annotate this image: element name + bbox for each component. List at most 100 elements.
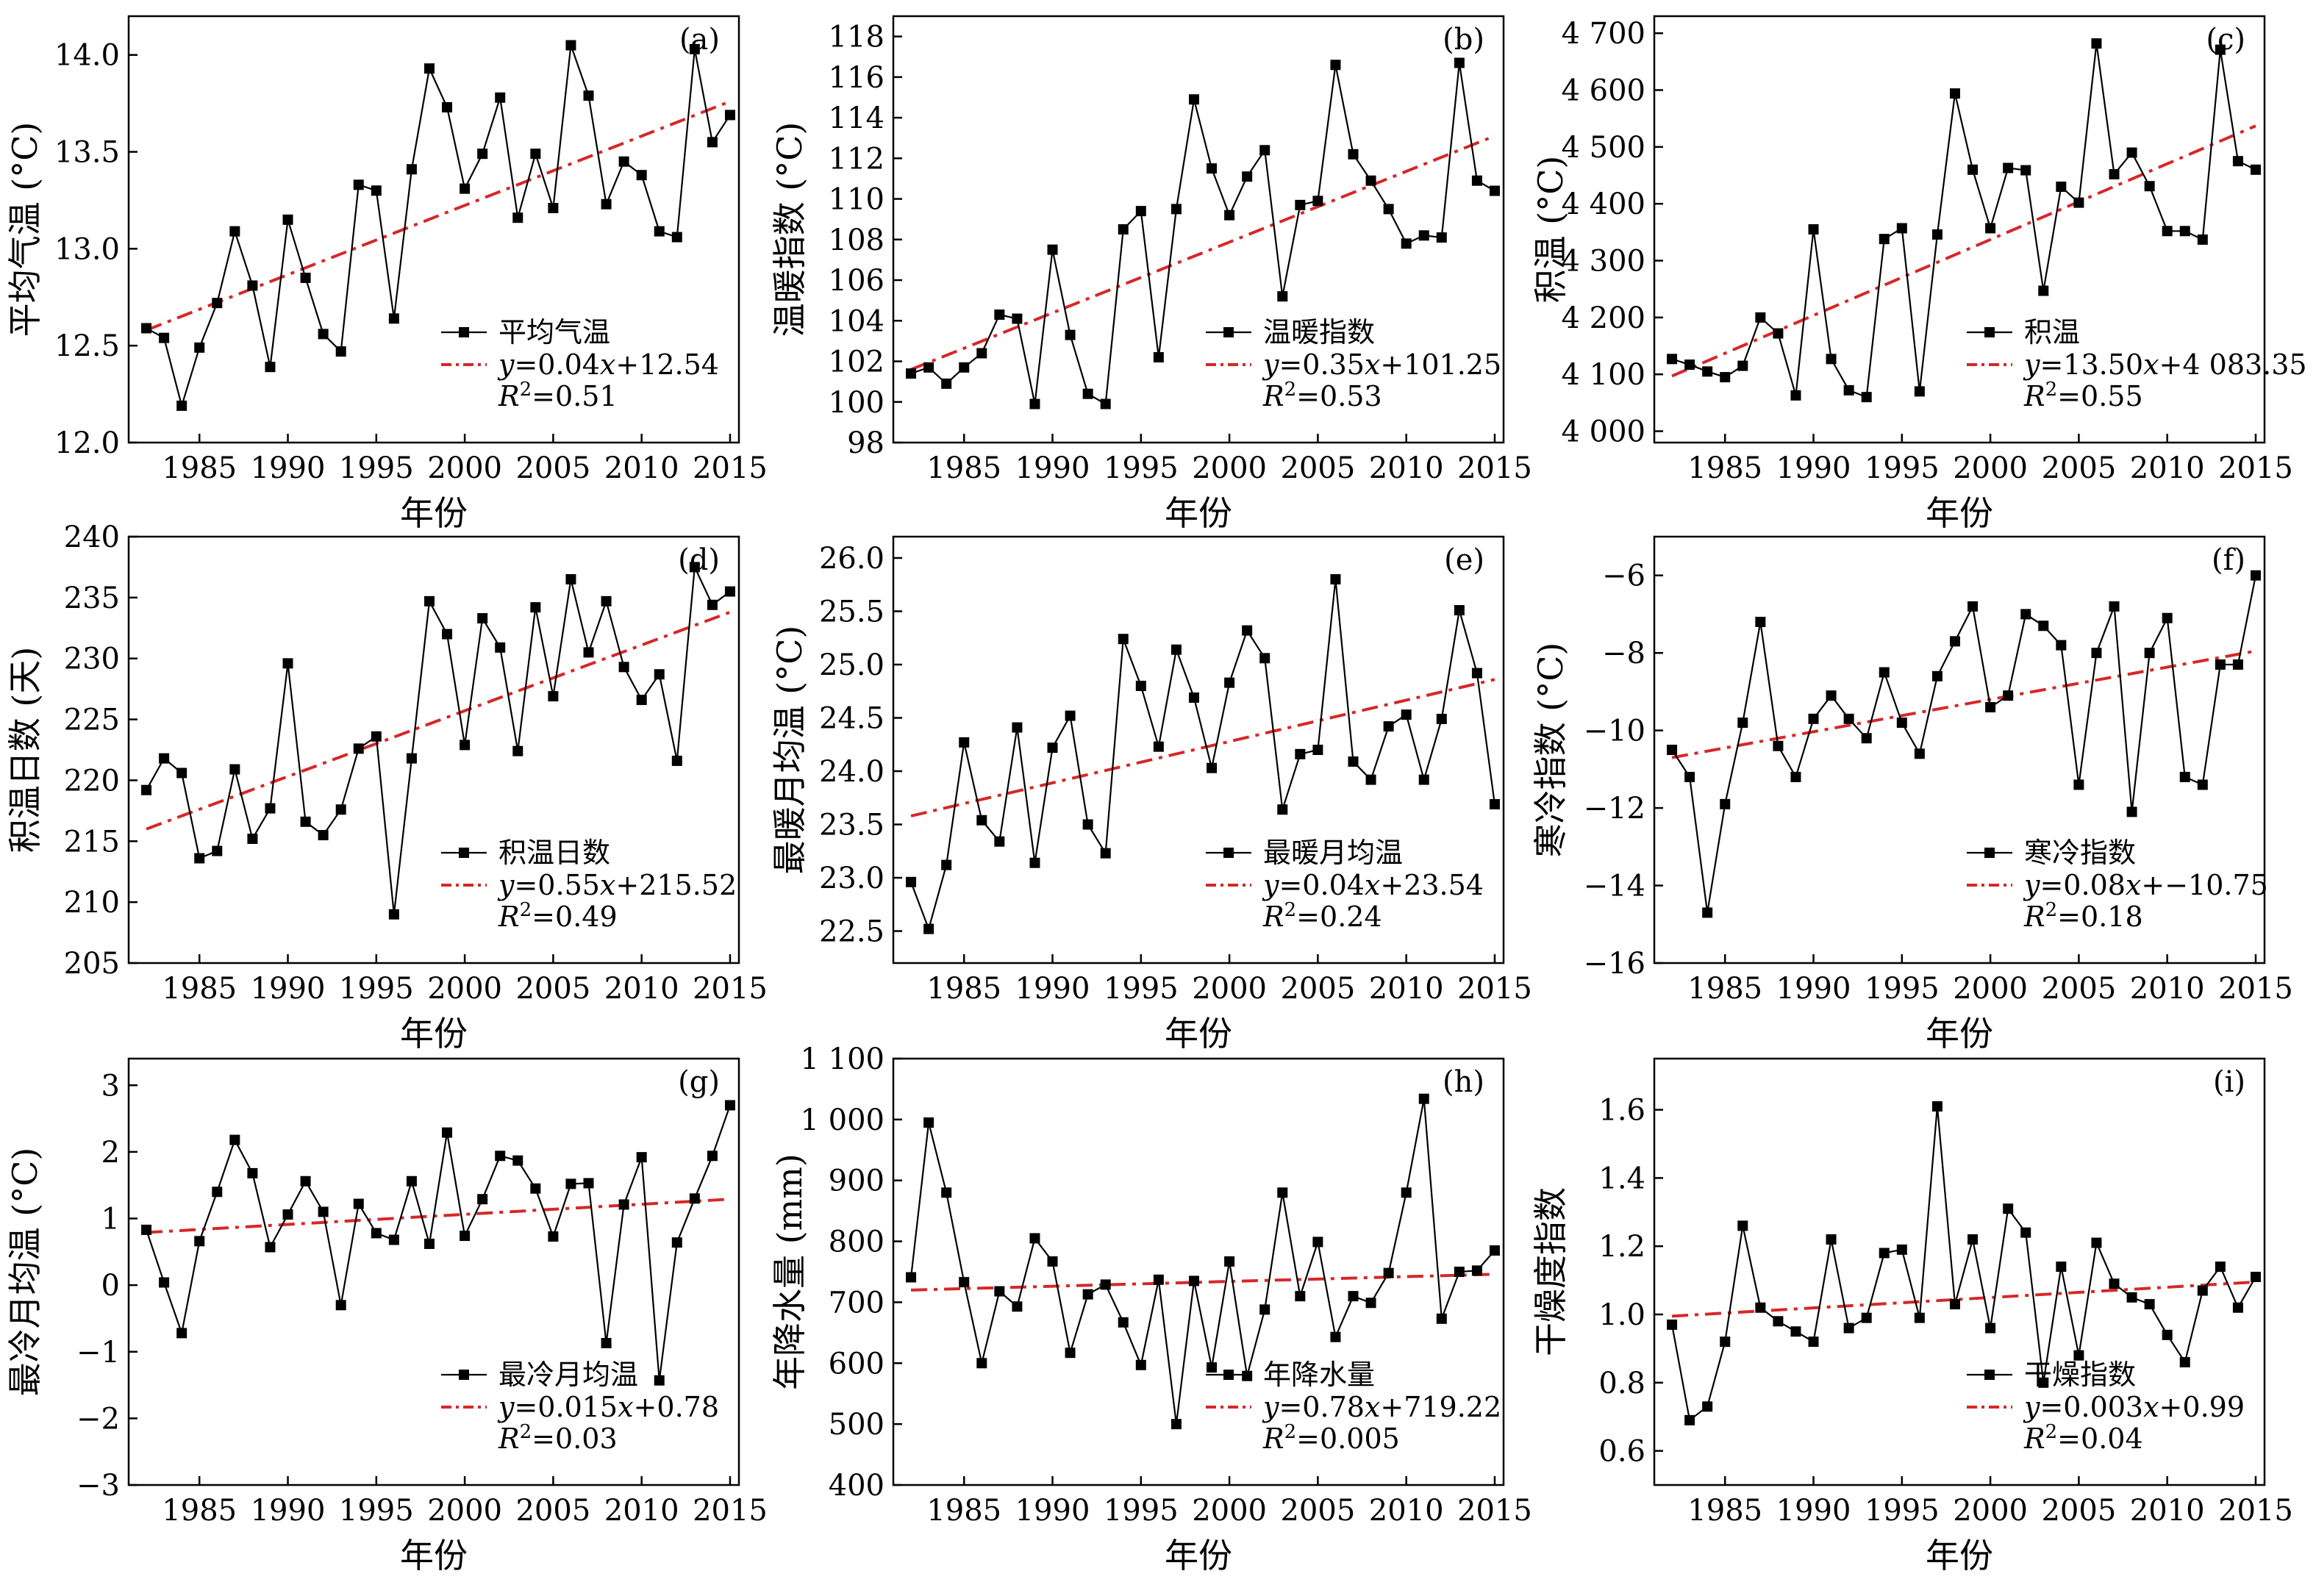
data-point xyxy=(1401,709,1412,720)
data-point xyxy=(2232,659,2243,670)
data-point xyxy=(212,1187,223,1198)
data-point xyxy=(388,1234,399,1245)
data-point xyxy=(477,148,488,160)
data-point xyxy=(318,1206,329,1217)
x-tick-label: 2005 xyxy=(515,1494,590,1528)
data-point xyxy=(1188,94,1199,105)
data-point xyxy=(460,1231,471,1242)
data-point xyxy=(1702,1401,1713,1412)
y-tick-label: 13.0 xyxy=(54,232,120,266)
data-point xyxy=(1330,1331,1341,1342)
data-point xyxy=(2091,1237,2102,1248)
r2-symbol: R xyxy=(1262,1423,1284,1455)
data-point xyxy=(141,323,152,334)
panel-label: (g) xyxy=(678,1065,720,1099)
equation-part: x xyxy=(618,1391,633,1423)
y-tick-label: 110 xyxy=(829,183,884,217)
x-tick-label: 1985 xyxy=(162,451,237,485)
data-point xyxy=(1153,1274,1164,1285)
equation-part: +4 083.35 xyxy=(2159,348,2307,381)
data-point xyxy=(247,1167,258,1178)
y-tick-label: 4 200 xyxy=(1561,301,1645,335)
data-point xyxy=(212,298,223,309)
panel-g: 1985 1990 1995 2000 2005 2010 2015 年份 −3 −2 −1 0 1 2 3… xyxy=(5,1057,768,1575)
data-point xyxy=(906,876,917,887)
data-point xyxy=(1896,1244,1907,1255)
r2-superscript: 2 xyxy=(520,379,532,401)
data-point xyxy=(1755,617,1766,627)
data-point xyxy=(636,1152,647,1163)
data-point xyxy=(1489,185,1500,196)
data-point xyxy=(671,232,682,243)
data-point xyxy=(1914,748,1925,759)
data-point xyxy=(194,342,205,353)
y-tick-label: 500 xyxy=(829,1408,884,1442)
data-point xyxy=(1985,1323,1996,1334)
data-point xyxy=(1312,745,1323,755)
data-point xyxy=(442,629,453,640)
data-point xyxy=(2197,779,2208,790)
legend-trend-equation: y=0.35x+101.25 xyxy=(1262,348,1501,381)
data-point xyxy=(1879,667,1890,678)
equation-part: +12.54 xyxy=(615,348,719,381)
y-tick-label: 25.0 xyxy=(819,648,884,682)
panel-f: 1985 1990 1995 2000 2005 2010 2015 年份 −16 −14 −12 −… xyxy=(1531,535,2293,1053)
data-point xyxy=(1489,798,1500,809)
trend-line xyxy=(146,100,731,332)
data-point xyxy=(423,1238,435,1249)
trend-line xyxy=(910,678,1495,817)
data-point xyxy=(300,816,311,827)
data-point xyxy=(1755,312,1766,323)
data-point xyxy=(1170,1419,1182,1430)
x-axis-title: 年份 xyxy=(1165,1014,1232,1053)
data-point xyxy=(1135,1359,1146,1370)
data-point xyxy=(2144,181,2155,192)
legend-series-marker xyxy=(1223,848,1234,858)
equation-part: x xyxy=(2143,348,2159,381)
data-point xyxy=(2056,640,2067,651)
data-point xyxy=(265,1242,276,1253)
data-point xyxy=(2250,1271,2261,1282)
y-tick-label: 106 xyxy=(829,264,884,298)
data-point xyxy=(141,784,152,795)
data-point xyxy=(2020,165,2031,176)
data-point xyxy=(2179,226,2190,237)
x-tick-label: 1990 xyxy=(251,451,326,485)
legend-trend-equation: y=13.50x+4 083.35 xyxy=(2023,348,2307,381)
legend-r-squared: R2=0.24 xyxy=(1262,899,1382,933)
data-point xyxy=(1383,204,1394,215)
data-point xyxy=(1259,653,1270,664)
data-point xyxy=(2073,779,2084,790)
legend-trend-equation: y=0.55x+215.52 xyxy=(497,869,737,901)
y-tick-label: −6 xyxy=(1602,559,1645,593)
y-tick-label: 100 xyxy=(829,386,884,420)
data-point xyxy=(601,198,612,210)
x-tick-label: 1995 xyxy=(1865,972,1940,1006)
data-point xyxy=(318,329,329,340)
data-point xyxy=(1790,771,1801,782)
data-point xyxy=(654,1375,665,1386)
data-point xyxy=(565,1178,576,1189)
x-tick-label: 1995 xyxy=(1104,1494,1179,1528)
data-point xyxy=(976,348,987,359)
data-point xyxy=(530,1183,541,1194)
legend-series-marker xyxy=(1984,848,1995,858)
equation-part: y xyxy=(2023,1391,2040,1423)
data-point xyxy=(1737,718,1748,729)
plot-frame xyxy=(892,1057,1505,1486)
x-tick-label: 2000 xyxy=(1953,1494,2028,1528)
equation-part: =13.50 xyxy=(2040,348,2143,381)
data-point xyxy=(1454,1267,1465,1277)
x-tick-label: 2015 xyxy=(693,451,768,485)
x-tick-label: 1990 xyxy=(1776,972,1851,1006)
x-tick-label: 1995 xyxy=(1865,451,1940,485)
data-point xyxy=(2038,620,2049,631)
data-point xyxy=(1931,1101,1942,1112)
data-point xyxy=(1029,398,1040,409)
data-point xyxy=(353,743,364,754)
data-point xyxy=(2197,1285,2208,1296)
data-point xyxy=(1295,199,1306,210)
y-tick-label: 23.5 xyxy=(819,809,884,842)
data-point xyxy=(2073,1350,2084,1361)
r2-symbol: R xyxy=(2023,1423,2045,1455)
